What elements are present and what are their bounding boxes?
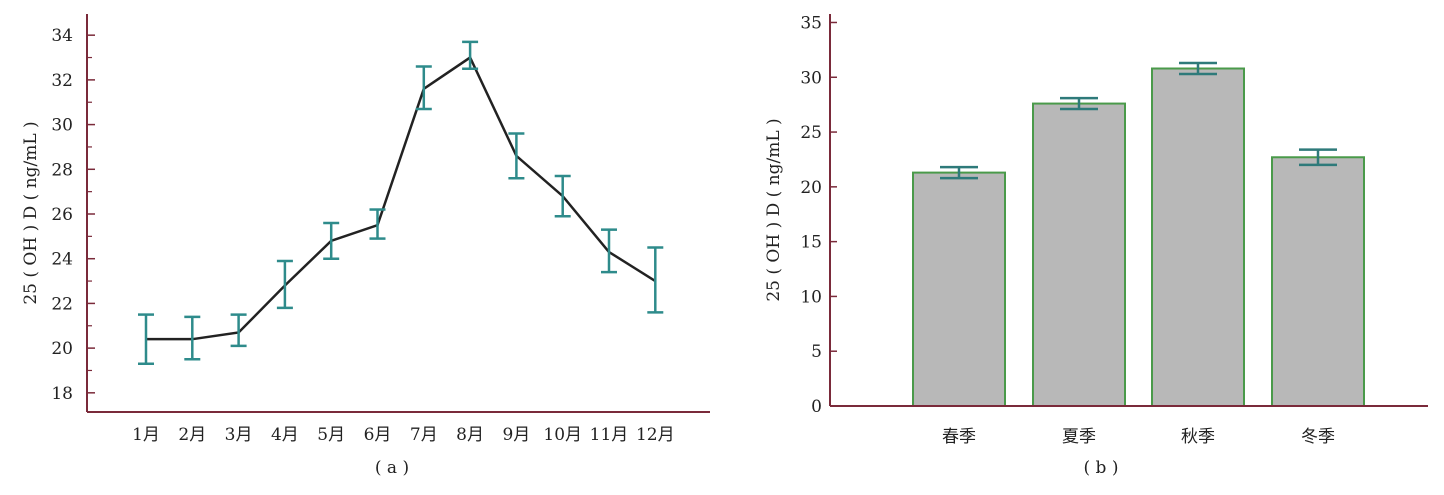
x-tick-label: 10月 bbox=[543, 425, 582, 445]
bar bbox=[1271, 156, 1365, 407]
x-tick-label: 8月 bbox=[456, 425, 484, 445]
y-tick-label: 15 bbox=[800, 233, 822, 253]
error-bar bbox=[462, 40, 479, 70]
y-tick-label: 28 bbox=[51, 160, 73, 180]
y-axis-title: 25 ( OH ) D ( ng/mL ) bbox=[21, 121, 41, 304]
panel-label: ( a ) bbox=[375, 458, 409, 478]
error-bar bbox=[1299, 148, 1337, 167]
y-tick-label: 20 bbox=[51, 339, 73, 359]
y-tick-label: 5 bbox=[811, 342, 822, 362]
panel-a-line-chart: 18 20 22 24 26 28 30 32 34 25 ( OH ) D ( ng/mL ) 1… bbox=[21, 14, 710, 478]
y-tick-label: 30 bbox=[800, 68, 822, 88]
y-tick-label: 34 bbox=[51, 26, 73, 46]
x-tick-label: 4月 bbox=[271, 425, 299, 445]
error-bar bbox=[1060, 96, 1098, 111]
y-tick-label: 20 bbox=[800, 178, 822, 198]
error-bar bbox=[323, 221, 340, 260]
x-tick-label: 秋季 bbox=[1181, 427, 1215, 447]
x-tick-label: 5月 bbox=[317, 425, 345, 445]
bar bbox=[1032, 102, 1126, 408]
y-tick-label: 10 bbox=[800, 287, 822, 307]
error-bar bbox=[940, 165, 978, 180]
y-tick-label: 32 bbox=[51, 71, 73, 91]
series-line bbox=[146, 55, 656, 341]
y-tick-label: 25 bbox=[800, 123, 822, 143]
error-bar bbox=[184, 315, 201, 361]
error-bar bbox=[415, 65, 432, 111]
error-bar bbox=[369, 208, 386, 240]
panel-b-bar-chart: 0 5 10 15 20 25 30 35 25 ( OH ) D ( ng/mL ) 春季 夏季 秋… bbox=[764, 13, 1428, 478]
x-tick-label: 7月 bbox=[410, 425, 438, 445]
x-tick-label: 3月 bbox=[225, 425, 253, 445]
error-bar bbox=[554, 174, 571, 218]
error-bar bbox=[230, 313, 247, 348]
error-bar bbox=[138, 313, 154, 366]
x-tick-label: 夏季 bbox=[1062, 427, 1096, 447]
x-tick-label: 1月 bbox=[132, 425, 160, 445]
bar bbox=[912, 171, 1006, 407]
x-tick-label: 2月 bbox=[178, 425, 206, 445]
x-tick-label: 11月 bbox=[590, 425, 629, 445]
x-tick-label: 春季 bbox=[942, 427, 976, 447]
error-bar bbox=[647, 246, 664, 314]
y-tick-label: 18 bbox=[51, 384, 73, 404]
y-tick-label: 24 bbox=[51, 250, 73, 270]
y-tick-label: 22 bbox=[51, 294, 73, 314]
y-tick-label: 35 bbox=[800, 13, 822, 33]
x-tick-label: 6月 bbox=[364, 425, 392, 445]
error-bar bbox=[276, 259, 293, 310]
y-tick-label: 0 bbox=[811, 397, 822, 417]
y-axis-title: 25 ( OH ) D ( ng/mL ) bbox=[764, 118, 784, 301]
y-tick-label: 26 bbox=[51, 205, 73, 225]
x-tick-label: 12月 bbox=[636, 425, 675, 445]
x-tick-label: 冬季 bbox=[1301, 427, 1335, 447]
error-bar bbox=[1179, 61, 1217, 76]
bar bbox=[1151, 67, 1245, 408]
error-bar bbox=[508, 132, 525, 180]
y-tick-label: 30 bbox=[51, 116, 73, 136]
panel-label: ( b ) bbox=[1084, 458, 1119, 478]
error-bar bbox=[601, 228, 617, 274]
x-tick-label: 9月 bbox=[502, 425, 530, 445]
